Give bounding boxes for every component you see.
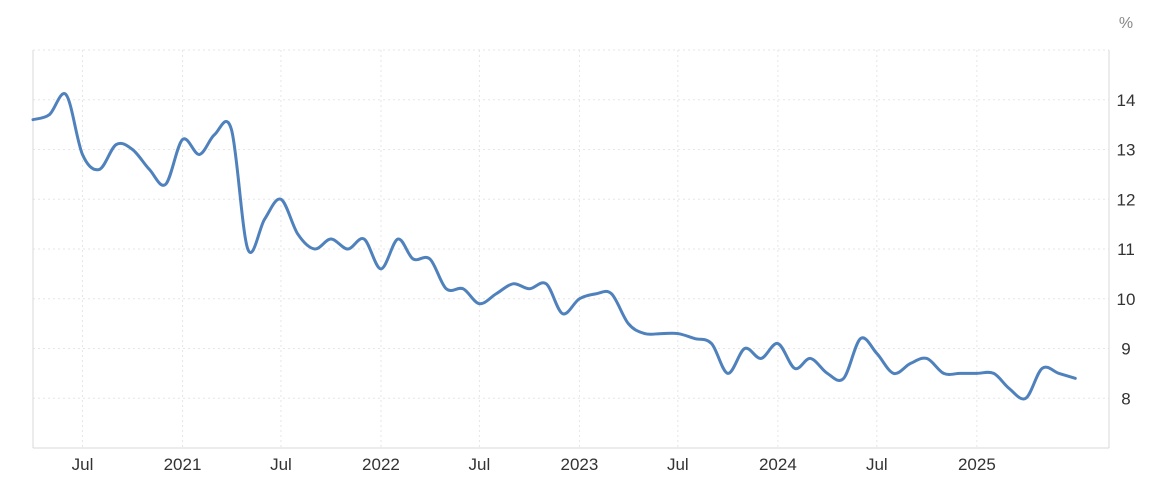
y-axis-unit-label: % <box>1119 15 1133 32</box>
x-tick-label: 2023 <box>561 455 599 474</box>
x-tick-label: 2022 <box>362 455 400 474</box>
grid-layer <box>33 49 1109 448</box>
y-tick-label: 11 <box>1117 240 1135 259</box>
y-tick-label: 12 <box>1117 190 1136 209</box>
x-tick-label: Jul <box>270 455 292 474</box>
x-tick-label: Jul <box>866 455 888 474</box>
y-tick-label: 9 <box>1121 340 1130 359</box>
series-line <box>31 92 1077 401</box>
y-tick-label: 13 <box>1117 141 1136 160</box>
x-tick-label: Jul <box>72 455 94 474</box>
x-tick-label: 2021 <box>164 455 202 474</box>
x-tick-label: Jul <box>469 455 491 474</box>
y-tick-label: 10 <box>1117 290 1136 309</box>
x-tick-label: Jul <box>667 455 689 474</box>
y-tick-label: 14 <box>1117 91 1136 110</box>
x-tick-label: 2024 <box>759 455 797 474</box>
x-tick-label: 2025 <box>958 455 996 474</box>
y-tick-label: 8 <box>1121 389 1130 408</box>
label-layer: % 8 9 10 11 12 13 14 Jul 2021 Jul 2022 Jul 2023 Jul 20… <box>72 15 1136 474</box>
axis-layer <box>32 50 1110 449</box>
series-layer <box>31 92 1077 401</box>
